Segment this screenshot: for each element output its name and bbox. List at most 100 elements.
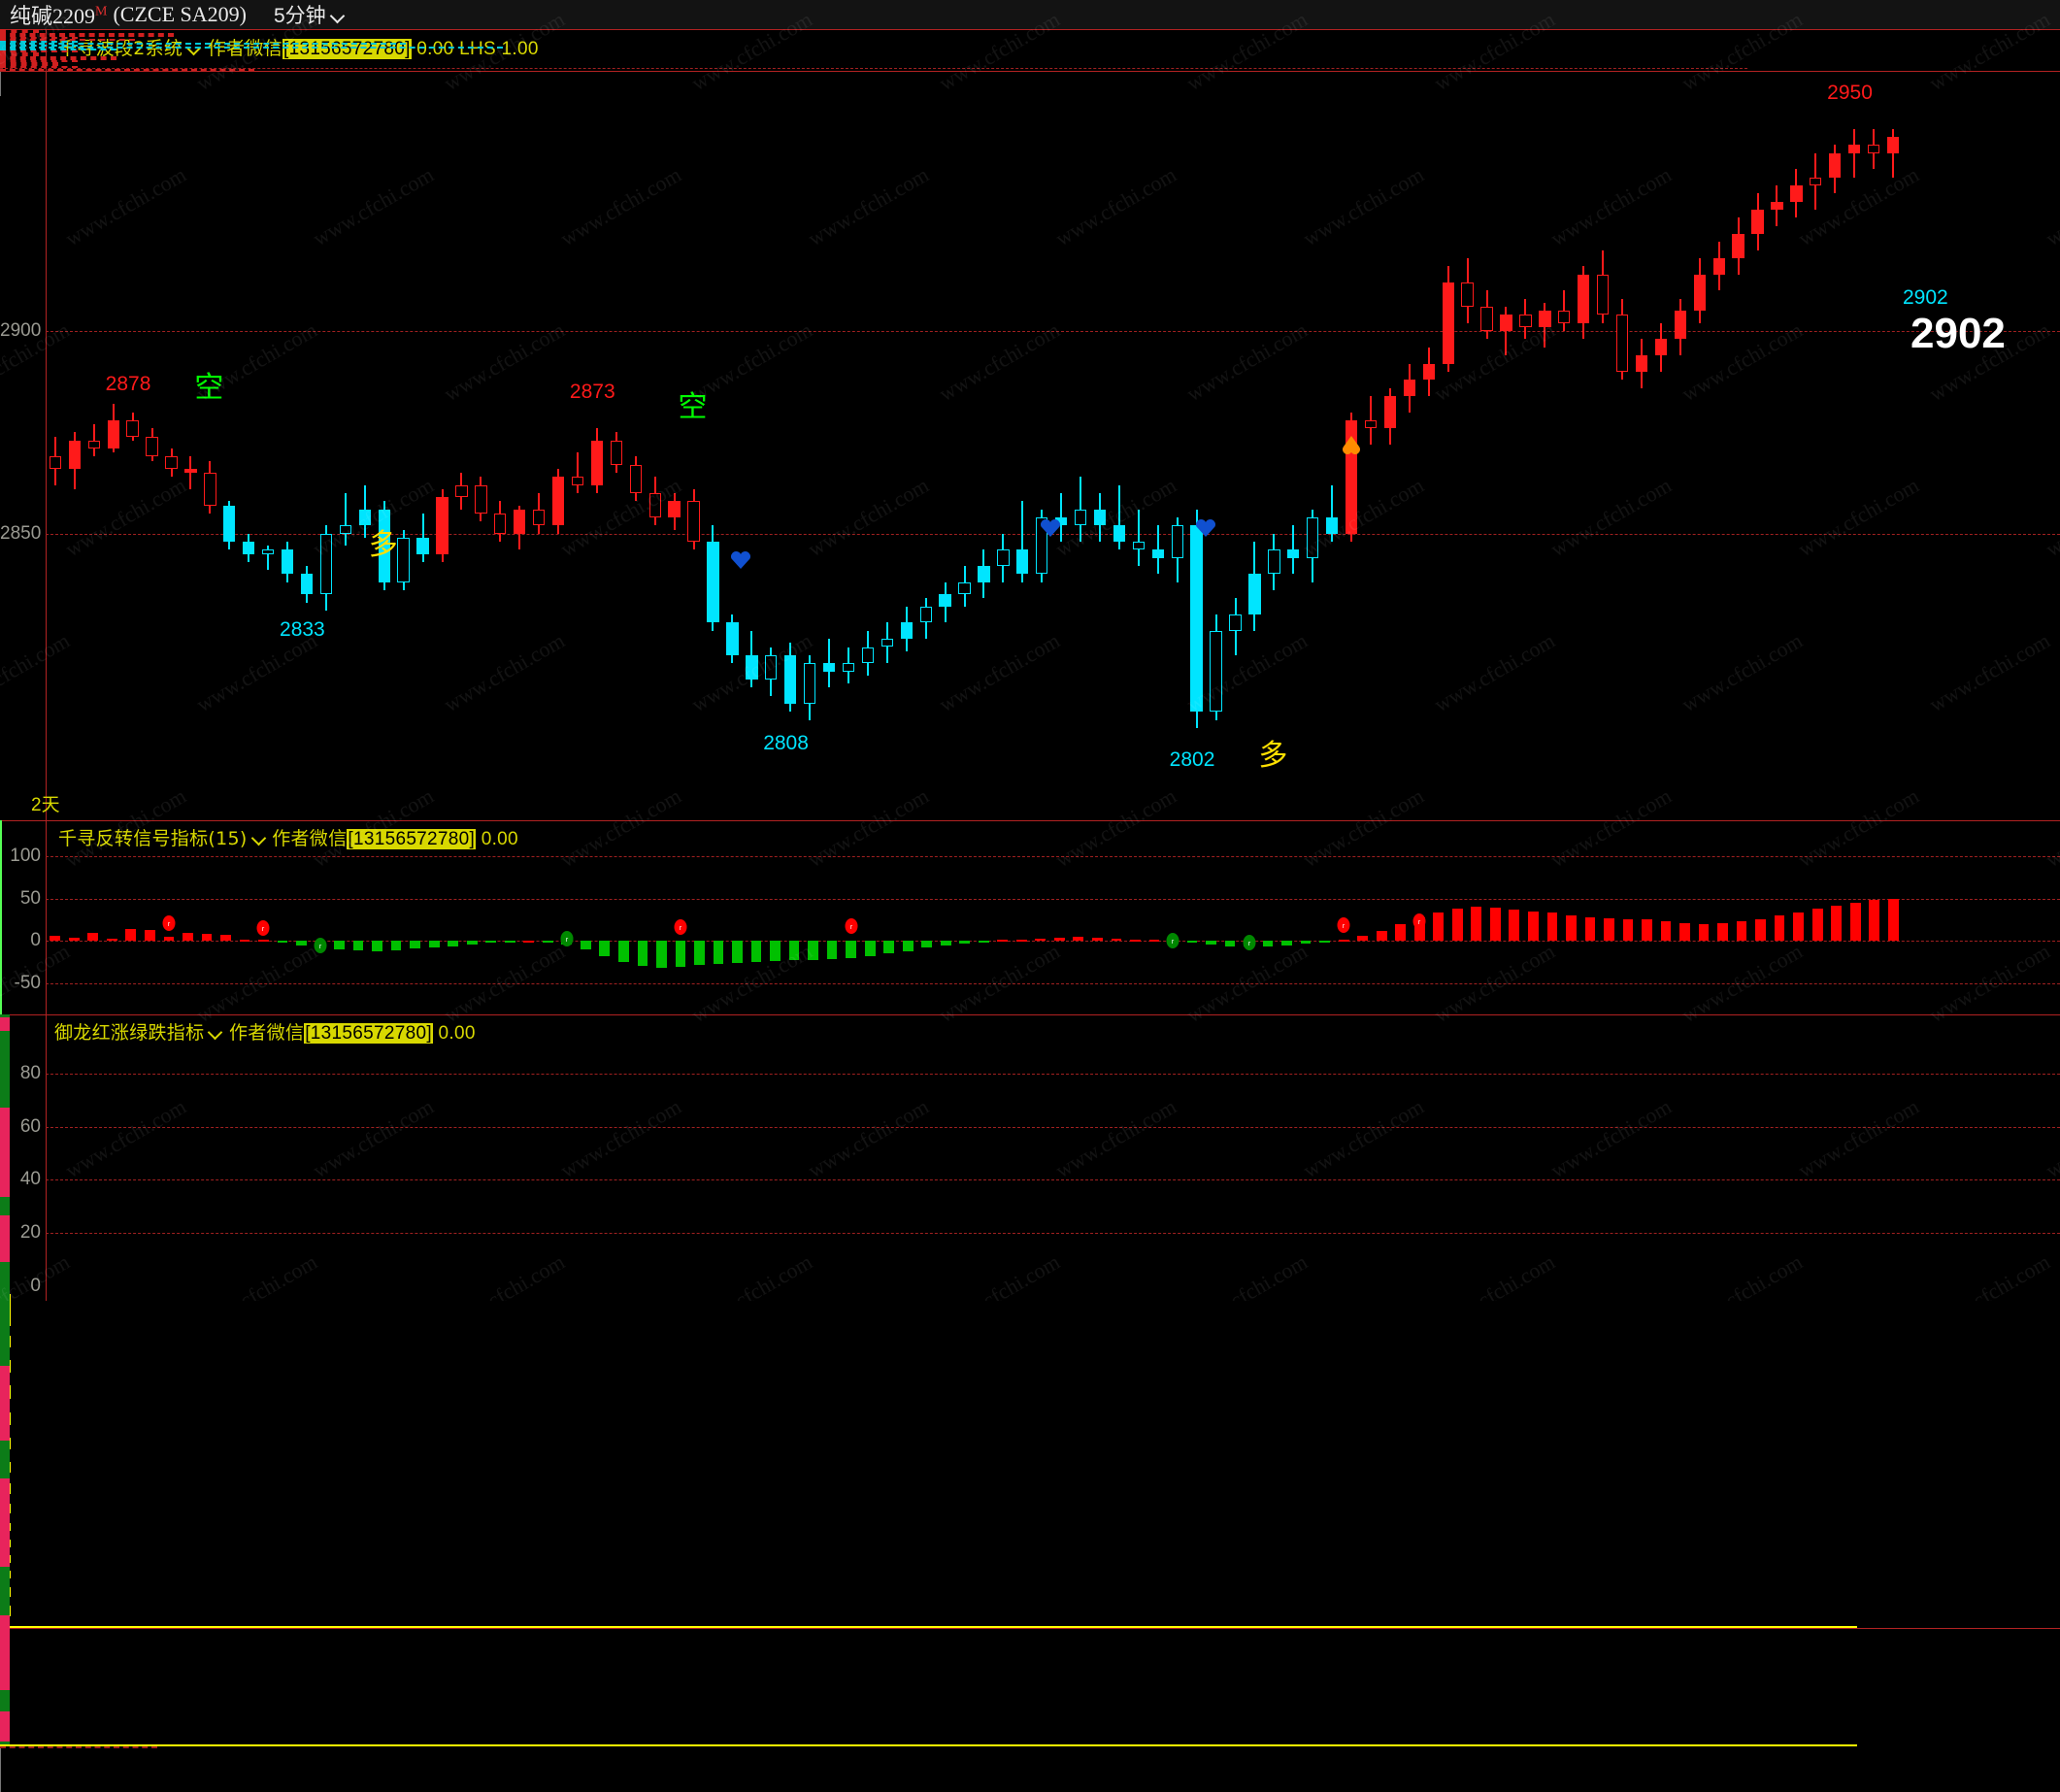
candle-body [1500,315,1512,332]
oscillator-segment [0,1167,11,1178]
histogram-bar [1186,941,1198,944]
mid-indicator-name[interactable]: 千寻反转信号指标(15) [58,828,248,849]
candle-body [551,477,565,526]
candle-body [1751,210,1764,235]
oscillator-segment [0,1145,11,1157]
candle-body [165,456,178,469]
bot-author-phone: [13156572780] [304,1023,433,1044]
trend-step-segment [0,66,78,68]
symbol-name-text: 纯碱2209 [10,4,96,28]
time-tick-mark [0,1748,1,1792]
symbol-name[interactable]: 纯碱2209M [10,0,107,30]
candle-body [803,663,816,704]
histogram-bar [1281,941,1292,946]
candle-body [1307,517,1319,558]
mid-gridline [46,941,2060,943]
oscillator-segment [0,1065,11,1077]
histogram-bar [1148,940,1160,943]
candle-body [1403,380,1416,396]
signal-dot-marker-icon: r [1337,916,1350,933]
histogram-bar [87,933,99,942]
histogram-bar-stripe [0,973,2,1001]
histogram-bar [675,941,686,967]
signal-dot-marker-icon: r [845,918,858,935]
mid-title-value: 0.00 [481,829,518,849]
bot-zero-line [0,1744,1857,1747]
oscillator-segment [0,1526,11,1538]
reversal-indicator-panel[interactable]: 千寻反转信号指标(15) 作者微信[13156572780] 0.00 100 5… [0,820,2060,1630]
oscillator-segment [0,1094,11,1103]
oscillator-segment [0,1185,11,1191]
histogram-bar [1849,902,1861,942]
histogram-bar [1811,909,1823,942]
histogram-bar [542,941,553,944]
histogram-bar [296,941,307,946]
oscillator-segment [0,1121,11,1127]
histogram-bar [864,941,876,957]
histogram-bar-stripe [0,898,2,901]
histogram-bar [1869,900,1880,942]
bot-indicator-name[interactable]: 御龙红涨绿跌指标 [54,1022,205,1044]
bot-canvas: 80 60 40 20 0 [0,1014,2060,1792]
price-chart-panel[interactable]: 千寻波段2系统 作者微信[13156572780] 0.00 LHS 1.00 … [0,29,2060,820]
histogram-bar-stripe [0,894,2,897]
oscillator-segment [0,1196,11,1200]
candle-body [1036,517,1048,575]
candle-wick [576,452,579,493]
histogram-bar [770,941,781,962]
histogram-bar [50,936,61,942]
oscillator-segment [0,1199,11,1206]
candle-wick [267,546,270,571]
oscillator-segment [0,1044,11,1055]
candle-body [1074,509,1087,526]
oscillator-segment [0,1646,11,1658]
histogram-bar [808,941,818,960]
orange-arrow-marker-icon [1343,435,1361,454]
histogram-bar [580,941,591,950]
candle-body [1442,282,1454,364]
mid-panel-title[interactable]: 千寻反转信号指标(15) 作者微信[13156572780] 0.00 [58,824,518,850]
histogram-bar [1471,907,1482,942]
heart-marker-icon [731,551,751,570]
mid-canvas: 100 50 0 -50 r r r r r r r r r r [0,820,2060,1630]
trend-step-segment [0,54,39,56]
bot-zero-line-dashed [0,1746,157,1749]
price-title-lhs: LHS 1.00 [459,39,539,59]
oscillator-segment [0,1137,11,1146]
histogram-bar [732,941,743,964]
bot-title-value: 0.00 [438,1023,476,1044]
candle-body [281,549,294,575]
svg-text:r: r [1418,919,1421,926]
signal-dot-marker-icon: r [674,919,687,936]
histogram-bar [959,941,971,944]
period-selector[interactable]: 5分钟 [274,0,346,29]
histogram-bar [201,934,213,942]
histogram-bar [713,941,724,964]
bot-y-tick: 0 [30,1276,41,1296]
price-title-value: 0.00 [416,39,454,59]
candle-body [1615,315,1629,372]
oscillator-segment [0,1111,11,1116]
histogram-bar [1035,938,1047,942]
chevron-down-icon[interactable] [330,9,346,24]
histogram-bar [1566,915,1577,942]
oscillator-segment [0,1261,11,1265]
oscillator-indicator-panel[interactable]: 御龙红涨绿跌指标 作者微信[13156572780] 0.00 80 60 40 20… [0,1014,2060,1792]
histogram-bar [788,941,800,961]
exchange-code: (CZCE SA209) [113,2,247,26]
oscillator-segment [0,1454,11,1463]
oscillator-segment [0,1288,11,1303]
histogram-bar [1698,923,1710,942]
heart-marker-icon [1195,518,1215,537]
candle-body [1693,274,1706,312]
oscillator-segment [0,1665,11,1675]
svg-text:r: r [168,921,171,928]
oscillator-segment [0,1462,11,1471]
candle-body [339,525,352,534]
bot-panel-title[interactable]: 御龙红涨绿跌指标 作者微信[13156572780] 0.00 [54,1018,476,1045]
bot-y-axis [46,1014,47,1301]
oscillator-segment [0,1325,11,1335]
histogram-bar [997,940,1009,943]
trend-step-segment [0,50,78,52]
histogram-bar [1489,908,1501,942]
